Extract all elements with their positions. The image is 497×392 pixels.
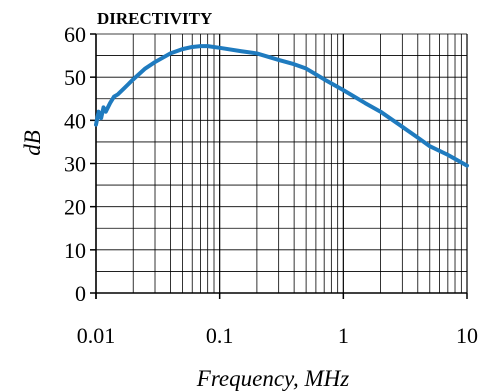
y-tick-label: 0 — [75, 281, 86, 306]
x-tick-label: 1 — [338, 323, 349, 348]
grid-lines — [95, 33, 468, 294]
chart-title: DIRECTIVITY — [97, 9, 212, 28]
x-tick-label: 0.1 — [206, 323, 234, 348]
y-tick-label: 20 — [64, 195, 86, 220]
y-tick-label: 30 — [64, 152, 86, 177]
y-tick-label: 50 — [64, 65, 86, 90]
directivity-series-line — [94, 44, 469, 168]
x-tick-label: 0.01 — [77, 323, 116, 348]
y-tick-label: 10 — [64, 238, 86, 263]
y-axis-title: dB — [20, 130, 45, 156]
x-tick-label: 10 — [456, 323, 478, 348]
x-axis-title: Frequency, MHz — [196, 366, 349, 391]
y-tick-label: 60 — [64, 22, 86, 47]
axes — [90, 33, 468, 299]
series-layer — [94, 44, 469, 168]
y-tick-label: 40 — [64, 108, 86, 133]
labels: DIRECTIVITY Frequency, MHz dB 0 10 20 30 40 5… — [20, 9, 478, 391]
